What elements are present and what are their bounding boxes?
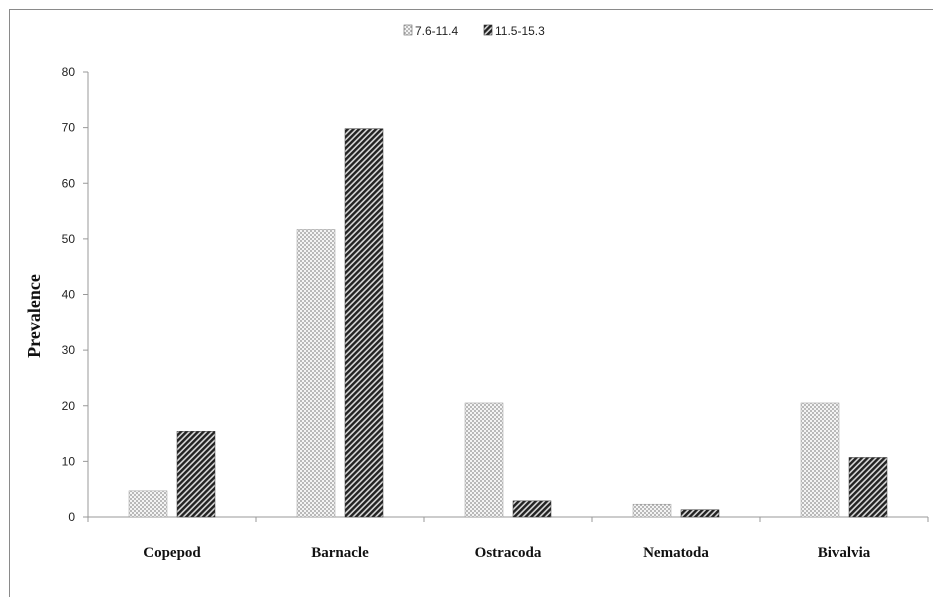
bar-nematoda-series-2 (680, 509, 720, 518)
y-tick-label: 30 (62, 343, 76, 357)
bars (128, 128, 888, 518)
bar-barnacle-series-2 (344, 128, 384, 518)
legend-swatch-series-2 (483, 24, 493, 36)
bar-copepod-series-1 (128, 490, 168, 518)
bar-bivalvia-series-1 (800, 402, 840, 518)
y-tick-label: 40 (62, 288, 76, 302)
y-tick-label: 10 (62, 454, 76, 468)
x-category-label: Barnacle (311, 545, 369, 561)
bar-barnacle-series-1 (296, 229, 336, 518)
x-category-label: Copepod (143, 545, 201, 561)
legend-label-series-2: 11.5-15.3 (495, 24, 545, 38)
bar-ostracoda-series-1 (464, 402, 504, 518)
bar-ostracoda-series-2 (512, 500, 552, 518)
legend-swatch-series-1 (403, 24, 413, 36)
legend-label-series-1: 7.6-11.4 (415, 24, 458, 38)
y-axis-title: Prevalence (24, 274, 44, 358)
x-category-label: Bivalvia (818, 545, 871, 561)
y-tick-label: 20 (62, 399, 76, 413)
chart-frame (9, 9, 933, 597)
bar-bivalvia-series-2 (848, 457, 888, 518)
bar-nematoda-series-1 (632, 503, 672, 518)
legend: 7.6-11.4 11.5-15.3 (403, 24, 545, 38)
y-tick-label: 70 (62, 121, 76, 135)
bar-copepod-series-2 (176, 431, 216, 518)
y-tick-label: 60 (62, 176, 76, 190)
category-labels: Copepod Barnacle Ostracoda Nematoda Bivalvia (143, 545, 871, 561)
x-category-label: Nematoda (643, 545, 709, 561)
y-tick-label: 50 (62, 232, 76, 246)
y-tick-label: 80 (62, 65, 76, 79)
x-category-label: Ostracoda (475, 545, 542, 561)
y-tick-label: 0 (68, 510, 75, 524)
axes: 0 10 20 30 40 50 60 70 80 (62, 65, 929, 524)
